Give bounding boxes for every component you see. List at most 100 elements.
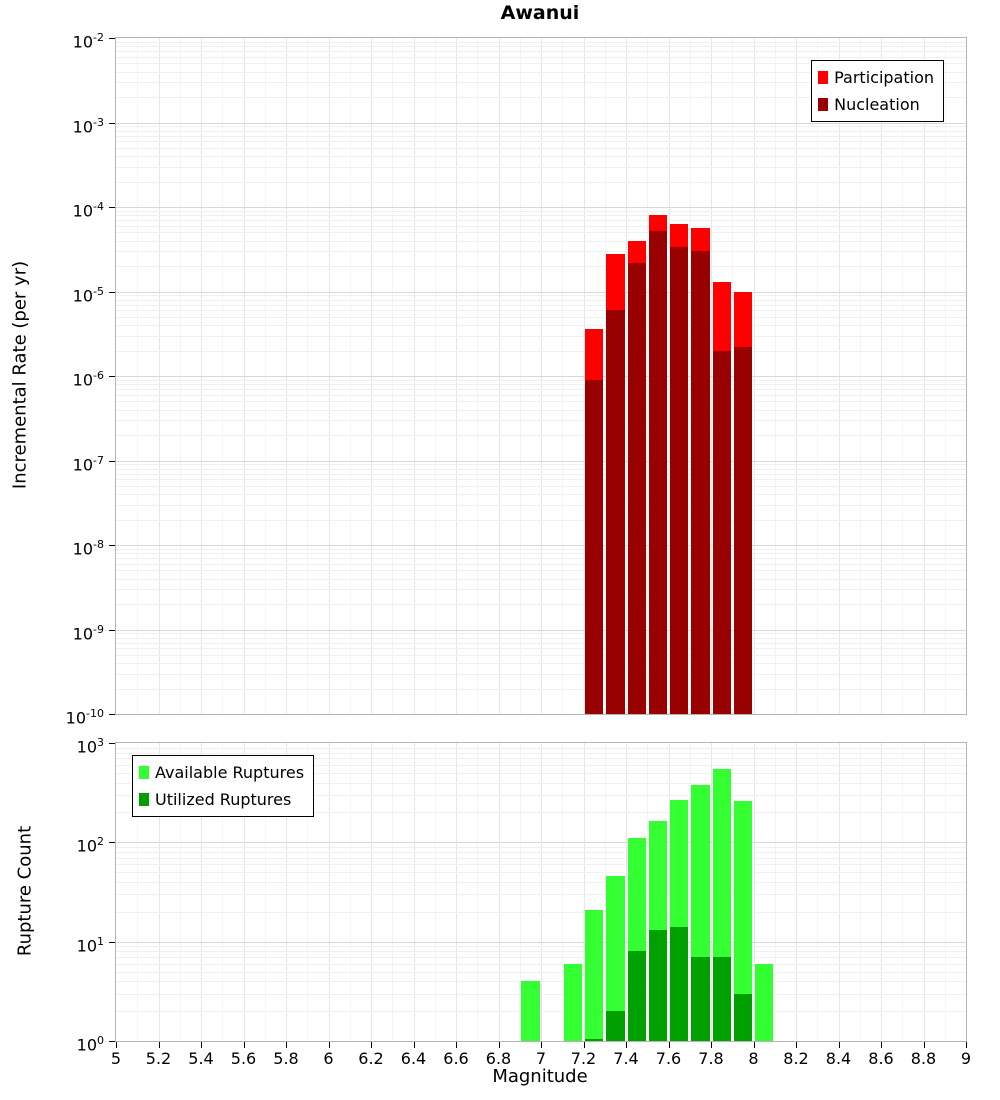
gridline-vertical [349,743,351,1041]
gridline-horizontal-minor [116,688,966,690]
gridline-vertical [477,743,479,1041]
bar-utilized-ruptures [648,930,667,1041]
bar-nucleation [733,347,752,714]
gridline-horizontal-minor [116,420,966,422]
gridline-horizontal-minor [116,316,966,318]
gridline-horizontal-minor [116,181,966,183]
chart-title: Awanui [500,2,580,24]
y-axis-title-rate: Incremental Rate (per yr) [9,260,31,490]
bar-utilized-ruptures [691,957,710,1041]
gridline-horizontal-minor [116,981,966,983]
gridline-horizontal-minor [116,558,966,560]
gridline-horizontal-minor [116,295,966,297]
gridline-horizontal-minor [116,494,966,496]
gridline-horizontal-minor [116,578,966,580]
y-tick-label: 10-10 [65,707,104,728]
gridline-vertical [519,743,521,1041]
bar-nucleation [691,251,710,714]
gridline-horizontal-minor [116,1011,966,1013]
gridline-horizontal [116,941,966,943]
gridline-horizontal [116,291,966,293]
gridline-vertical [392,743,394,1041]
gridline-horizontal-minor [116,951,966,953]
gridline-vertical [264,743,266,1041]
gridline-horizontal-minor [116,604,966,606]
x-axis-title: Magnitude [492,1066,588,1087]
gridline-horizontal-minor [116,232,966,234]
x-tick-mark [158,1042,160,1048]
gridline-horizontal-minor [116,130,966,132]
gridline-vertical [583,743,585,1041]
gridline-horizontal-minor [116,389,966,391]
bar-nucleation [585,379,604,714]
nucleation-swatch-icon [818,98,829,111]
gridline-horizontal-minor [116,648,966,650]
y-tick-mark [109,376,115,377]
gridline-horizontal [116,460,966,462]
x-tick-label: 8.2 [783,1049,809,1068]
y-tick-label: 100 [76,1034,104,1055]
gridline-horizontal-minor [116,299,966,301]
gridline-vertical [456,743,457,1041]
gridline-horizontal-minor [116,464,966,466]
gridline-vertical [179,743,181,1041]
gridline-horizontal-minor [116,747,966,749]
gridline-horizontal [116,629,966,631]
gridline-horizontal-minor [116,350,966,352]
bar-utilized-ruptures [585,1039,604,1041]
gridline-vertical [774,743,776,1041]
available-ruptures-swatch-icon [139,766,149,779]
legend-count: Available Ruptures Utilized Ruptures [132,755,315,817]
gridline-horizontal-minor [116,51,966,53]
gridline-horizontal-minor [116,957,966,959]
gridline-horizontal-minor [116,637,966,639]
gridline-horizontal-minor [116,563,966,565]
gridline-horizontal-minor [116,765,966,767]
x-tick-label: 7.6 [655,1049,682,1068]
gridline-horizontal-minor [116,401,966,403]
x-tick-label: 7.8 [698,1049,724,1068]
gridline-horizontal [116,207,966,208]
x-tick-label: 7.4 [613,1049,639,1068]
gridline-horizontal-minor [116,210,966,212]
y-tick-label: 10-8 [72,538,104,559]
gridline-horizontal-minor [116,589,966,591]
bar-utilized-ruptures [670,927,689,1041]
gridline-vertical [647,743,649,1041]
gridline-horizontal-minor [116,126,966,128]
gridline-horizontal-minor [116,435,966,437]
y-tick-label: 10-3 [72,115,104,136]
incremental-rate-plot: Participation Nucleation 10-2 10-3 10-4 10-… [66,31,967,727]
gridline-vertical [328,743,330,1041]
bar-available-ruptures [585,909,604,1041]
gridline-vertical [796,743,797,1041]
x-tick-label: 5.8 [273,1049,299,1068]
gridline-horizontal-minor [116,41,966,43]
x-tick-label: 8.6 [868,1049,894,1068]
x-tick-mark [881,1042,882,1048]
gridline-horizontal-minor [116,519,966,521]
bar-available-ruptures [606,875,625,1041]
bar-utilized-ruptures [712,957,731,1041]
gridline-horizontal-minor [116,872,966,874]
gridline-vertical [222,743,224,1041]
gridline-horizontal-minor [116,473,966,475]
x-tick-label: 9 [960,1049,972,1068]
gridline-vertical [817,743,819,1041]
y-tick-mark [109,743,115,744]
x-tick-label: 5.4 [188,1049,214,1068]
gridline-horizontal-minor [116,758,966,760]
legend-item-utilized-ruptures: Utilized Ruptures [139,786,304,813]
gridline-vertical [838,743,840,1041]
bar-available-ruptures [521,981,540,1041]
gridline-horizontal-minor [116,570,966,572]
gridline-horizontal-minor [116,240,966,242]
x-tick-mark [753,1042,755,1048]
gridline-horizontal-minor [116,135,966,137]
y-tick-mark [109,545,115,546]
gridline-vertical [689,743,691,1041]
bar-nucleation [712,350,731,714]
gridline-horizontal-minor [116,56,966,58]
x-tick-label: 6.8 [485,1049,512,1068]
gridline-vertical [753,743,755,1041]
